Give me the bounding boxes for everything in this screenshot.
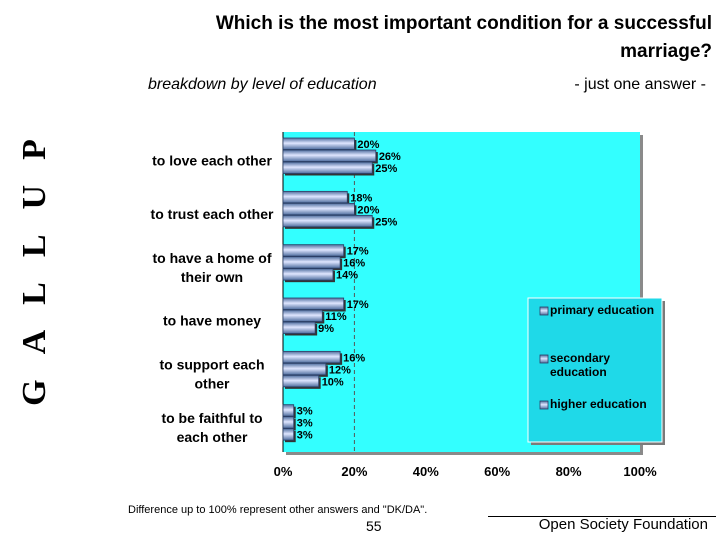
category-label: each other: [177, 429, 248, 445]
bar: [282, 244, 345, 257]
category-label: to have a home of: [152, 250, 271, 266]
data-label: 16%: [343, 352, 365, 364]
bar: [282, 190, 348, 204]
data-label: 16%: [343, 258, 365, 270]
legend-swatch: [539, 354, 549, 364]
data-label: 11%: [325, 311, 347, 323]
bar: [282, 416, 295, 429]
bar: [282, 137, 355, 150]
x-tick-label: 100%: [623, 464, 657, 479]
category-label: their own: [181, 269, 243, 285]
data-label: 12%: [329, 364, 351, 376]
footer-divider: [488, 516, 716, 517]
legend-label: primary education: [550, 303, 654, 317]
data-label: 3%: [297, 418, 313, 430]
bar: [282, 309, 323, 322]
bar: [282, 404, 295, 417]
data-label: 17%: [347, 246, 369, 258]
bar: [282, 256, 341, 269]
legend-swatch: [539, 400, 549, 410]
legend-swatch: [539, 306, 549, 316]
data-label: 18%: [350, 192, 372, 204]
bar: [282, 202, 355, 216]
data-label: 14%: [336, 270, 358, 282]
data-label: 3%: [297, 430, 313, 442]
data-label: 25%: [375, 163, 397, 175]
category-label: to trust each other: [151, 206, 274, 222]
data-label: 10%: [322, 376, 344, 388]
data-label: 9%: [318, 323, 334, 335]
legend-label: education: [550, 365, 607, 379]
category-label: to have money: [163, 313, 261, 329]
bar: [282, 362, 327, 376]
data-label: 26%: [379, 151, 401, 163]
bar: [282, 428, 295, 441]
page-number: 55: [366, 518, 382, 534]
legend: [527, 297, 663, 443]
bar: [282, 214, 373, 228]
x-tick-label: 20%: [341, 464, 367, 479]
x-tick-label: 0%: [274, 464, 293, 479]
category-label: to be faithful to: [161, 410, 262, 426]
legend-label: secondary: [550, 351, 610, 365]
bar: [282, 268, 334, 281]
category-label: to love each other: [152, 153, 272, 169]
category-label: other: [195, 376, 231, 392]
bar: [282, 374, 320, 388]
footnote: Difference up to 100% represent other an…: [128, 504, 428, 516]
x-tick-label: 80%: [556, 464, 582, 479]
bar: [282, 350, 341, 364]
chart-title: Which is the most important condition fo…: [215, 13, 712, 62]
data-label: 20%: [357, 204, 379, 216]
answer-note: - just one answer -: [574, 76, 706, 93]
bar: [282, 297, 345, 310]
chart-subtitle: breakdown by level of education: [148, 76, 377, 93]
data-label: 25%: [375, 216, 397, 228]
data-label: 20%: [357, 139, 379, 151]
bar: [282, 161, 373, 174]
x-tick-label: 40%: [413, 464, 439, 479]
legend-label: higher education: [550, 397, 647, 411]
bar: [282, 149, 377, 162]
data-label: 3%: [297, 406, 313, 418]
data-label: 17%: [347, 299, 369, 311]
x-tick-label: 60%: [484, 464, 510, 479]
organization-name: Open Society Foundation: [538, 516, 708, 533]
bar: [282, 321, 316, 334]
category-label: to support each: [159, 357, 264, 373]
